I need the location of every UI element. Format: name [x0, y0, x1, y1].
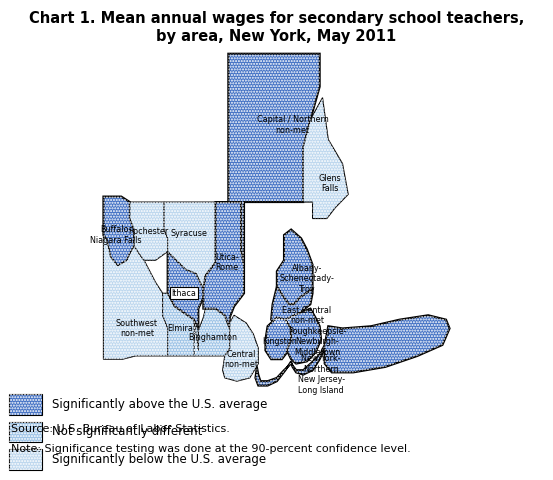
- Text: New York-
Northern
New Jersey-
Long Island: New York- Northern New Jersey- Long Isla…: [298, 355, 345, 395]
- Bar: [9, 449, 42, 470]
- Text: Source: U.S. Bureau of Labor Statistics.: Source: U.S. Bureau of Labor Statistics.: [11, 424, 230, 434]
- Text: Note: Significance testing was done at the 90-percent confidence level.: Note: Significance testing was done at t…: [11, 444, 411, 454]
- Polygon shape: [277, 229, 312, 304]
- Text: Significantly above the U.S. average: Significantly above the U.S. average: [52, 398, 267, 411]
- Text: Binghamton: Binghamton: [188, 333, 237, 342]
- Polygon shape: [130, 202, 168, 260]
- Polygon shape: [223, 315, 258, 381]
- Polygon shape: [303, 97, 348, 218]
- Polygon shape: [168, 252, 204, 328]
- Polygon shape: [194, 309, 229, 356]
- Text: Elmira: Elmira: [167, 324, 193, 333]
- Polygon shape: [103, 235, 168, 359]
- Text: East Central
non-met: East Central non-met: [282, 306, 331, 325]
- Text: Rochester: Rochester: [128, 227, 169, 236]
- Text: Buffalo-
Niagara Falls: Buffalo- Niagara Falls: [90, 225, 142, 245]
- Polygon shape: [164, 202, 216, 289]
- Text: Southwest
non-met: Southwest non-met: [116, 319, 158, 338]
- Bar: [9, 421, 42, 443]
- Polygon shape: [103, 197, 134, 266]
- Polygon shape: [204, 202, 244, 328]
- Polygon shape: [271, 287, 312, 326]
- Polygon shape: [228, 54, 320, 264]
- Text: Syracuse: Syracuse: [171, 229, 207, 239]
- Text: Utica-
Rome: Utica- Rome: [215, 253, 239, 272]
- Text: Poughkeepsie-
Newburgh-
Middletown: Poughkeepsie- Newburgh- Middletown: [288, 327, 347, 357]
- Text: Kingston: Kingston: [262, 337, 297, 346]
- Text: Albany-
Schenectady-
Troy: Albany- Schenectady- Troy: [279, 264, 334, 294]
- Polygon shape: [255, 315, 450, 385]
- Bar: [9, 394, 42, 415]
- Bar: [9, 449, 42, 470]
- Polygon shape: [285, 309, 321, 364]
- Text: Not significantly different: Not significantly different: [52, 425, 202, 439]
- Text: Ithaca: Ithaca: [171, 289, 196, 298]
- Bar: [9, 421, 42, 443]
- Text: Central
non-met: Central non-met: [224, 349, 258, 369]
- Text: Significantly below the U.S. average: Significantly below the U.S. average: [52, 453, 266, 466]
- Polygon shape: [265, 317, 291, 359]
- Text: Glens
Falls: Glens Falls: [319, 174, 341, 193]
- Text: by area, New York, May 2011: by area, New York, May 2011: [156, 29, 397, 44]
- Text: Capital / Northern
non-met: Capital / Northern non-met: [257, 115, 328, 135]
- Text: Chart 1. Mean annual wages for secondary school teachers,: Chart 1. Mean annual wages for secondary…: [29, 11, 524, 25]
- Polygon shape: [163, 293, 199, 356]
- Bar: [9, 394, 42, 415]
